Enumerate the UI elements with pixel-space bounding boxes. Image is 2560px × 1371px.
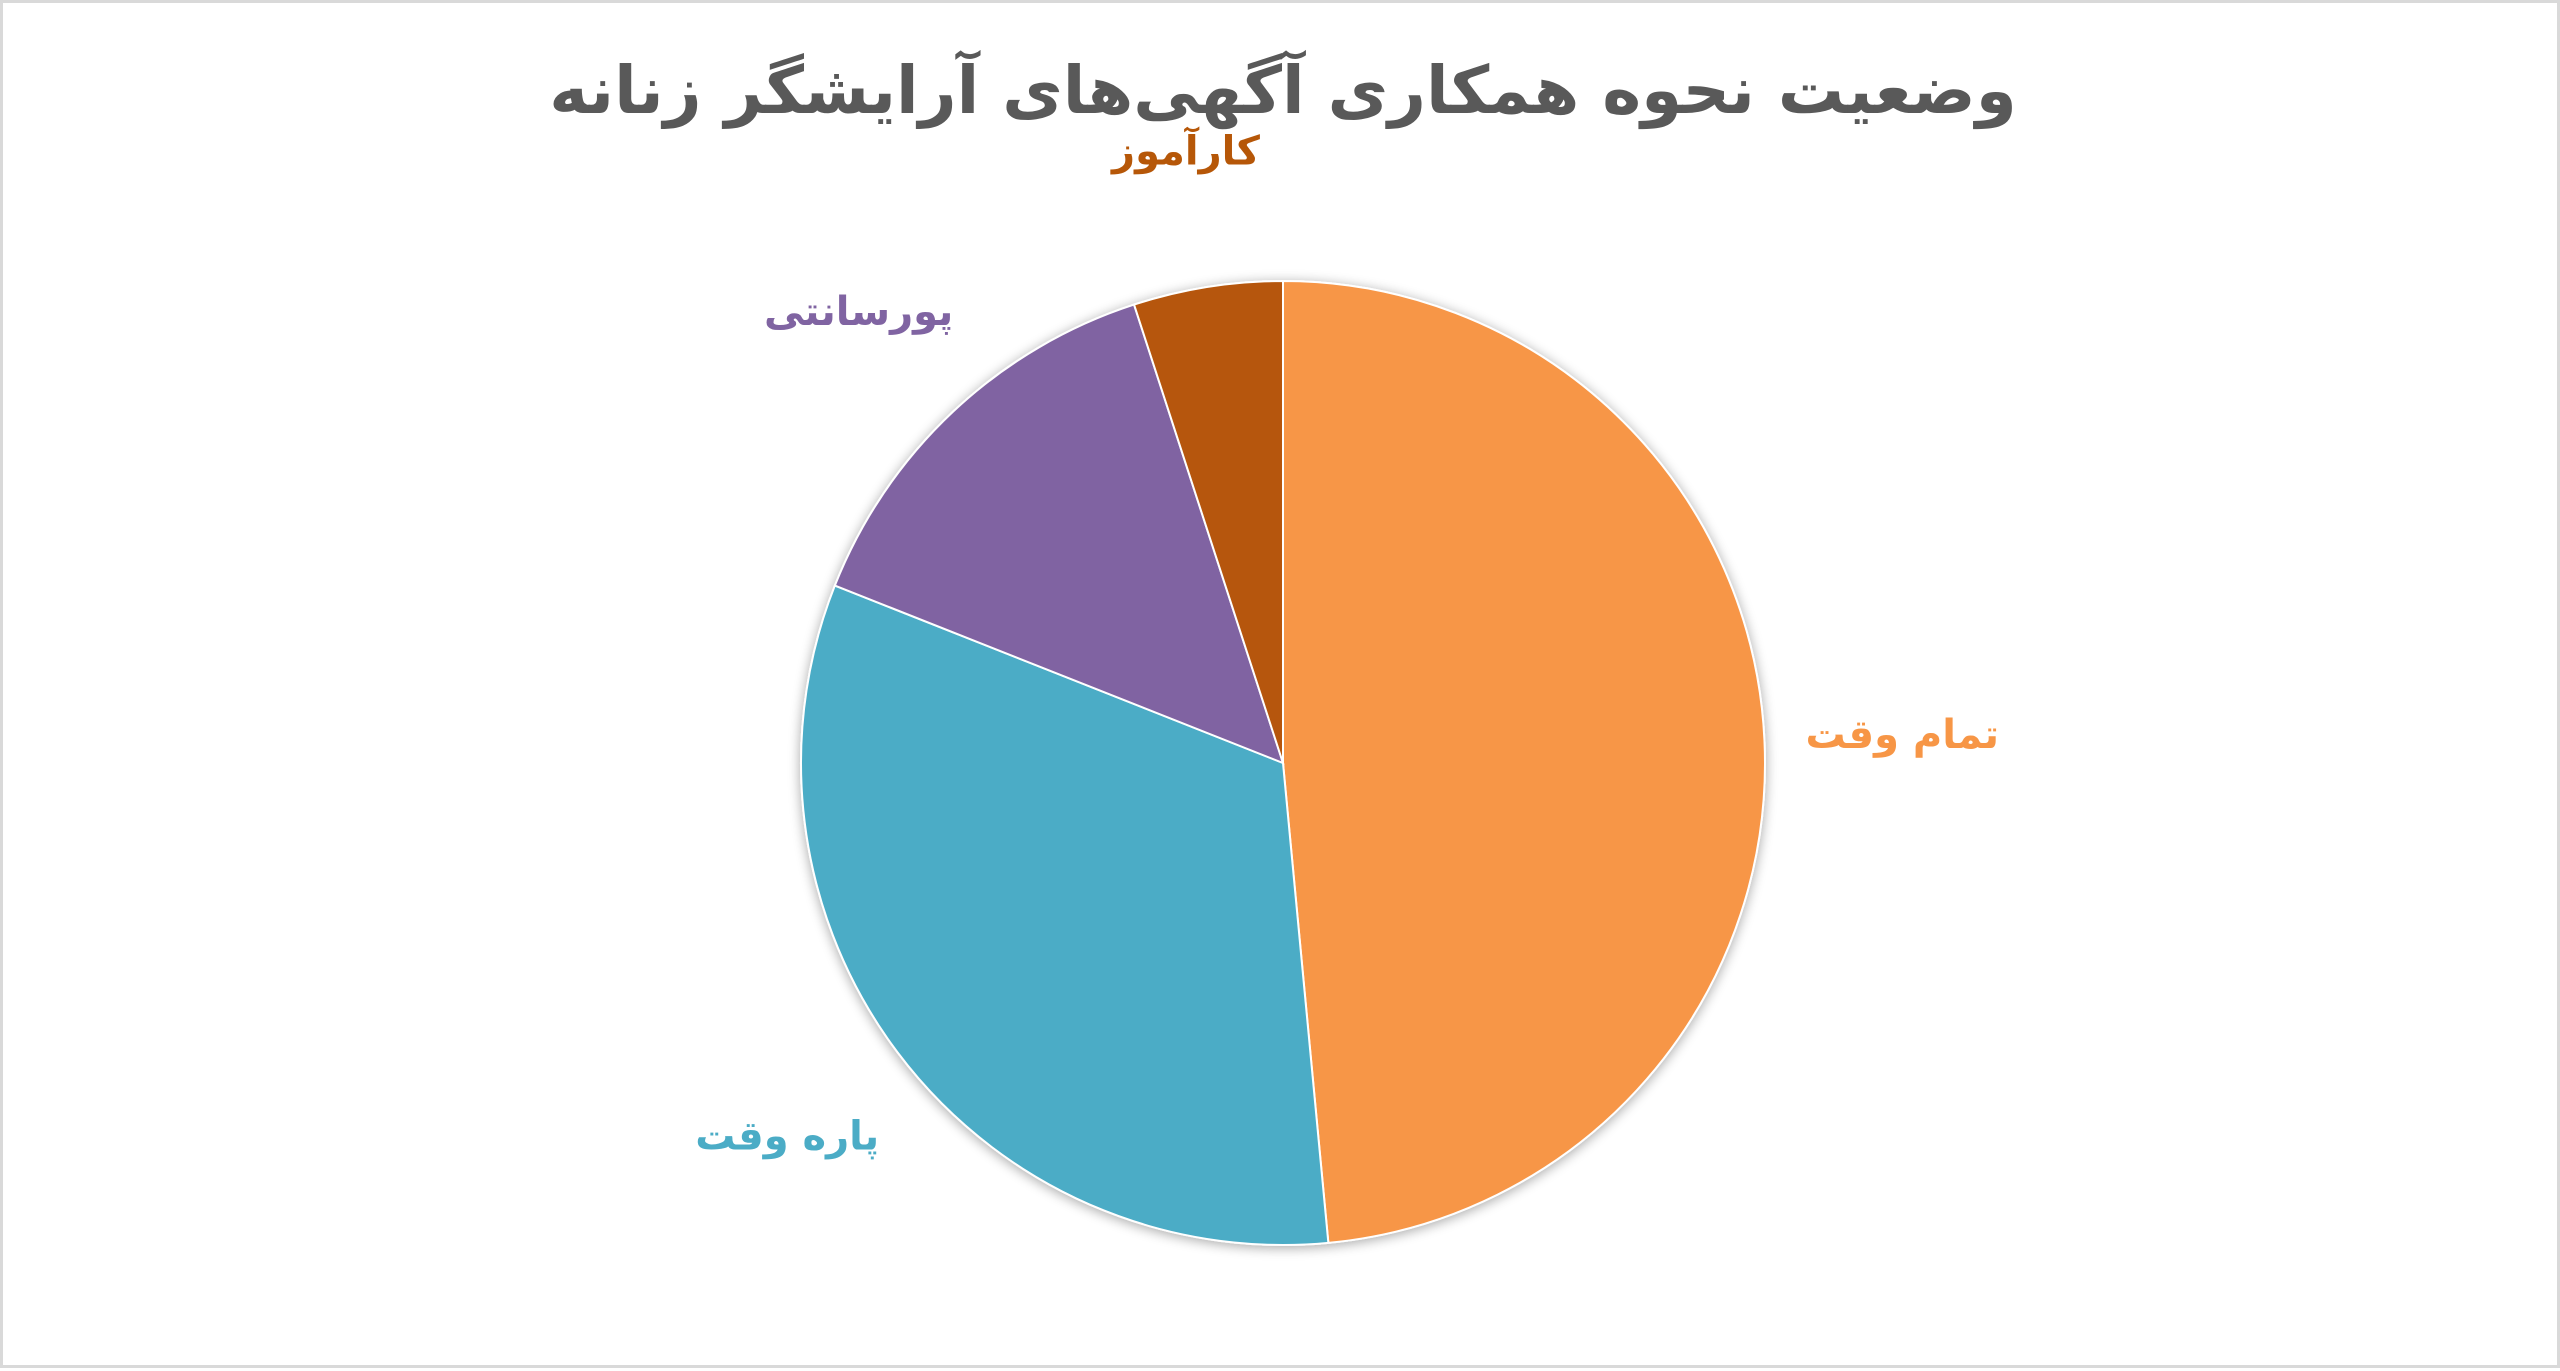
pie-slice-2 [800, 584, 1330, 1246]
pie-slices [800, 279, 1766, 1246]
pie-slice-label-3: پورسانتی [764, 289, 953, 335]
pie-slice-label-2: پاره وقت [695, 1113, 879, 1159]
pie-chart: تمام وقت پاره وقت پورسانتی کارآموز [695, 126, 1999, 1246]
pie-labels: تمام وقت پاره وقت پورسانتی کارآموز [695, 126, 1999, 1160]
pie-slice-1 [1282, 279, 1766, 1244]
pie-slice-label-4: کارآموز [1110, 126, 1261, 175]
pie-slice-label-1: تمام وقت [1806, 712, 2000, 758]
pie-slice-4 [1132, 279, 1284, 764]
chart-title: وضعیت نحوه همکاری آگهی‌های آرایشگر زنانه [549, 52, 2017, 129]
